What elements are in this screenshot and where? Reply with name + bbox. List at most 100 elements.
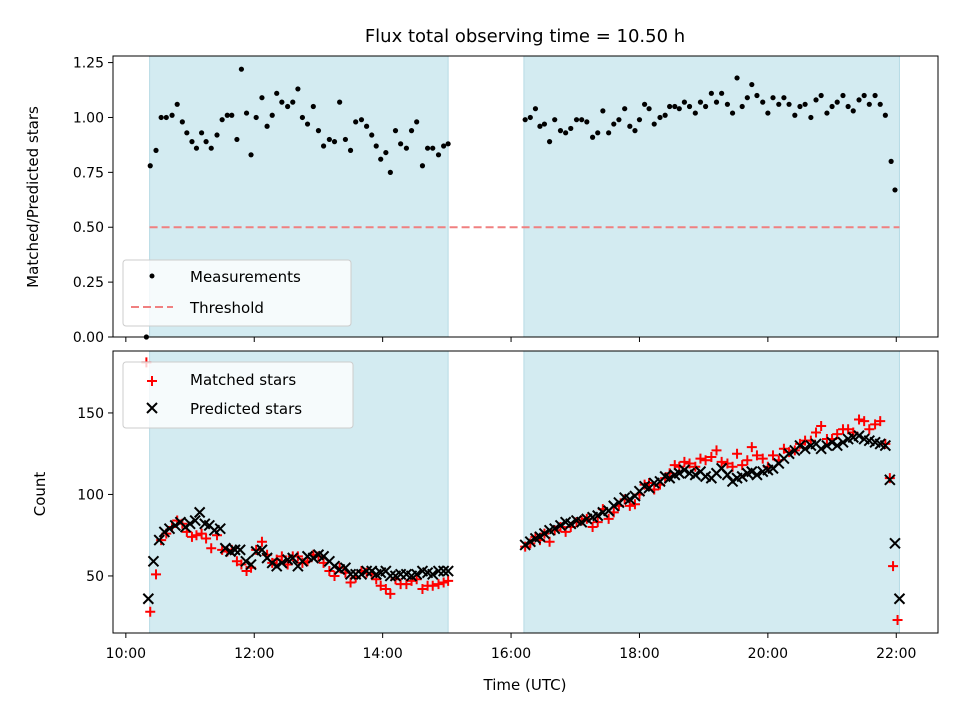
predicted-star-point [893, 593, 906, 605]
matched-star-point [711, 445, 722, 456]
predicted-star-point [826, 436, 838, 448]
measurement-point [861, 92, 867, 99]
matched-star-point [375, 580, 386, 591]
matched-star-point [778, 443, 789, 454]
measurement-point [441, 143, 447, 149]
measurement-point [595, 130, 601, 136]
measurement-point [219, 117, 225, 123]
measurement-point [866, 101, 872, 107]
matched-star-point [684, 458, 695, 469]
matched-star-point [256, 536, 267, 547]
ratio-axis-ticks: 0.00 0.25 0.50 0.75 1.00 1.25 [73, 56, 897, 346]
measurement-point [600, 108, 606, 114]
measurement-point [818, 92, 824, 99]
measurement-point [662, 112, 668, 118]
matched-star-point [700, 455, 711, 466]
measurement-point [641, 101, 648, 107]
measurement-point [739, 103, 745, 110]
legend-predicted-label: Predicted stars [190, 400, 302, 418]
matched-star-point [520, 541, 531, 552]
predicted-star-point [427, 568, 439, 581]
measurement-point [430, 145, 436, 151]
predicted-star-point [736, 470, 748, 483]
ratio-legend-box [122, 259, 352, 327]
measurement-point [749, 81, 755, 88]
matched-star-point [695, 453, 706, 464]
matched-star-point [746, 442, 757, 453]
measurement-point [888, 158, 894, 164]
measurement-point [224, 112, 230, 118]
predicted-star-point [799, 443, 811, 455]
measurement-point [850, 108, 856, 114]
measurement-point [546, 139, 553, 145]
measurement-point [403, 145, 410, 151]
measurement-point [169, 112, 175, 118]
predicted-star-point [307, 552, 320, 564]
y-tick-label: 1.00 [73, 110, 104, 126]
measurement-point [383, 149, 389, 156]
measurement-point [331, 139, 338, 145]
measurement-point [203, 139, 209, 145]
matched-star-point [690, 461, 701, 472]
predicted-star-point [193, 506, 206, 519]
matched-star-point [417, 583, 428, 594]
measurement-point [877, 101, 883, 107]
matched-star-point [629, 499, 640, 510]
measurement-point [892, 187, 898, 193]
matched-star-point [706, 451, 717, 462]
measurement-point [264, 123, 270, 129]
measurement-point [435, 152, 442, 158]
measurement-point [419, 163, 426, 169]
measurement-point [557, 128, 564, 134]
measurement-point [347, 147, 354, 153]
measurement-point [363, 123, 370, 129]
measurement-point [315, 128, 322, 134]
predicted-star-point [831, 439, 843, 452]
y-tick-label: 1.25 [73, 56, 104, 72]
predicted-star-point [229, 544, 241, 556]
predicted-star-point [592, 509, 604, 522]
predicted-star-point [524, 536, 537, 548]
measurement-point [378, 156, 384, 162]
predicted-star-point [245, 558, 257, 571]
measurement-point [158, 114, 164, 121]
x-tick-label: 12:00 [234, 646, 274, 662]
measurement-point [163, 114, 169, 121]
measurement-point [651, 121, 657, 127]
count-legend-box [122, 361, 354, 429]
predicted-star-point [889, 537, 901, 550]
measurement-point [667, 103, 673, 110]
predicted-star-point [142, 593, 155, 605]
predicted-star-point [287, 552, 299, 564]
measurement-point [295, 86, 301, 92]
measurement-point [532, 106, 539, 112]
count-y-label: Count [31, 472, 49, 517]
measurement-point [279, 99, 285, 105]
matched-star-point [443, 575, 454, 586]
measurement-point [320, 143, 327, 149]
measurement-point [622, 106, 628, 112]
measurement-point [856, 97, 862, 103]
measurement-point [179, 119, 185, 125]
measurement-point [692, 110, 698, 116]
measurement-point [184, 130, 190, 136]
predicted-star-point [689, 469, 702, 481]
measurement-point [636, 117, 643, 123]
measurement-point [392, 128, 399, 134]
measurement-point [563, 130, 569, 136]
predicted-star-point [879, 439, 892, 452]
x-axis-label: Time (UTC) [483, 676, 567, 694]
measurement-points [143, 66, 898, 340]
measurement-point [786, 101, 792, 107]
matched-star-point [406, 575, 417, 586]
matched-star-point [145, 606, 156, 617]
measurement-point [616, 117, 622, 123]
measurement-point [398, 141, 404, 147]
matched-star-point [880, 438, 891, 449]
measurement-point [627, 123, 633, 129]
predicted-star-point [663, 472, 676, 484]
measurement-point [537, 123, 543, 129]
legend-matched-label: Matched stars [190, 371, 296, 389]
matched-star-point [716, 456, 727, 467]
